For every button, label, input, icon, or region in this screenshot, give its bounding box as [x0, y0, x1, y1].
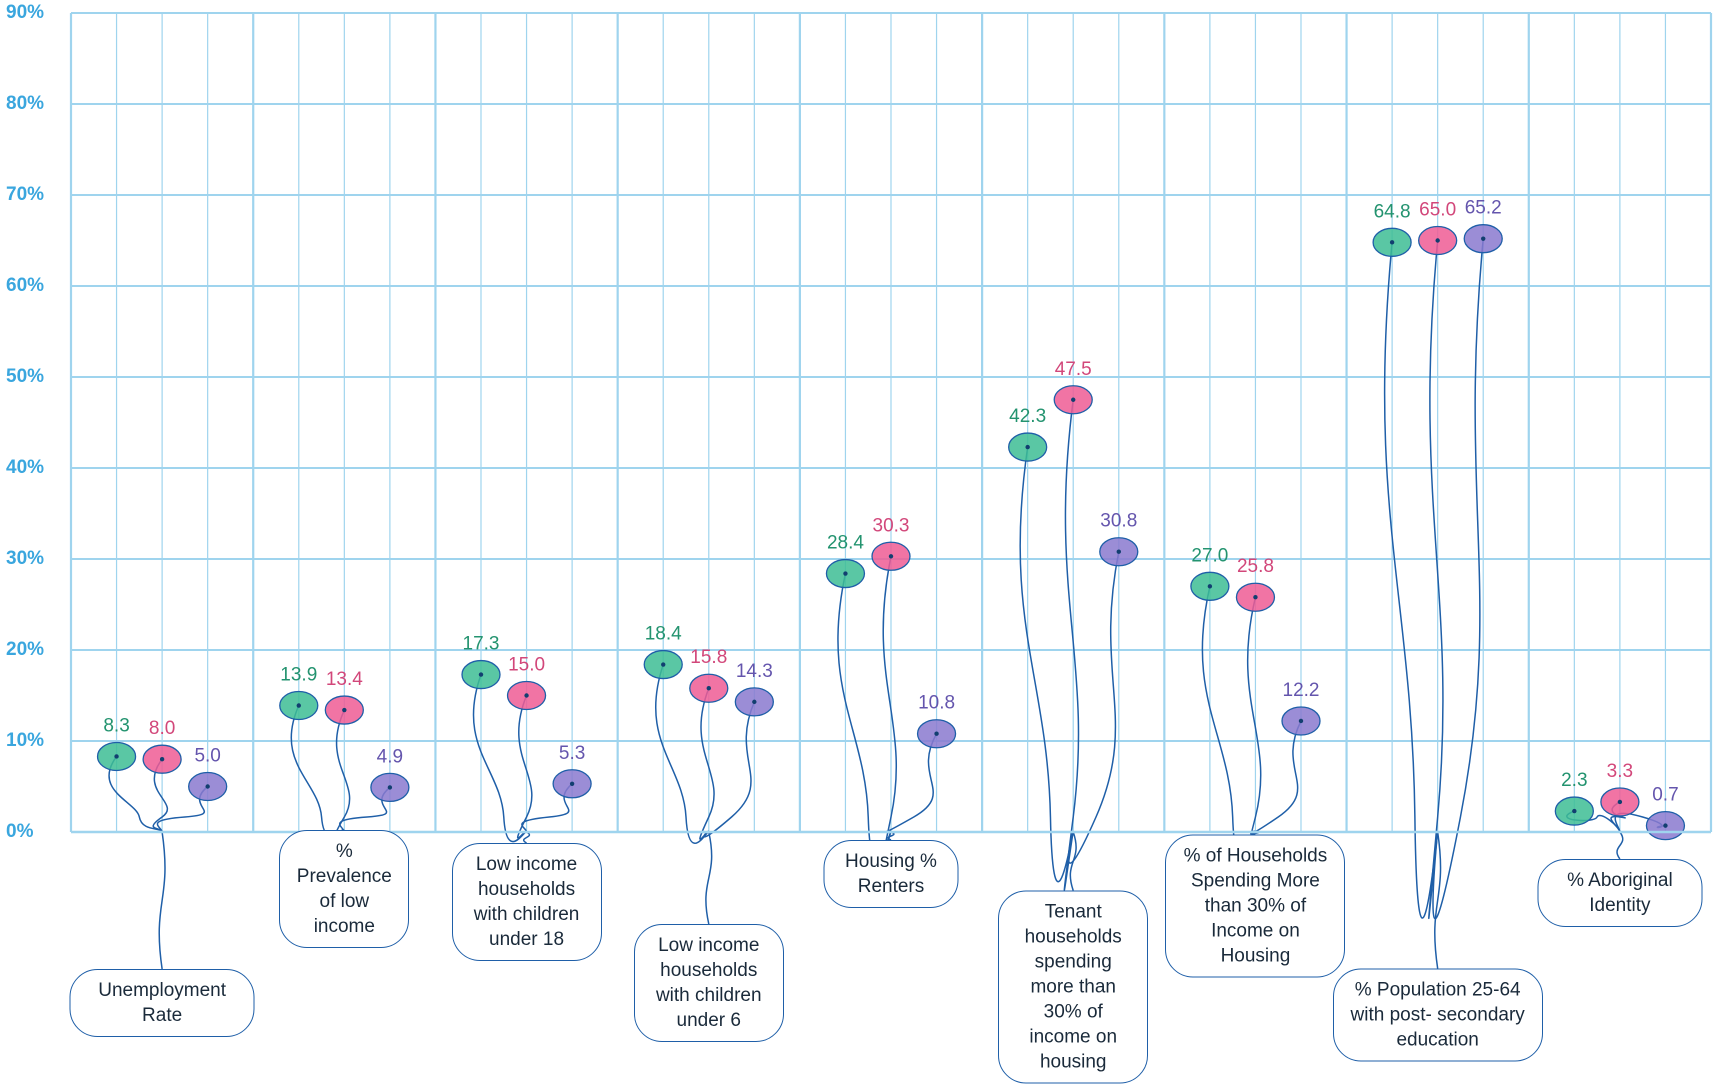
category-label: Tenant households spending more than 30%… [998, 890, 1149, 1084]
category-label: % Prevalence of low income [279, 830, 410, 948]
stem [472, 674, 528, 843]
value-label: 8.3 [103, 715, 129, 736]
marker-center [114, 754, 119, 759]
marker-center [661, 662, 666, 667]
stem [516, 695, 533, 839]
value-label: 25.8 [1237, 556, 1274, 577]
stem [1428, 240, 1444, 920]
marker-center [1116, 549, 1121, 554]
value-label: 3.3 [1607, 761, 1633, 782]
stem [1432, 238, 1484, 920]
marker-center [1481, 236, 1486, 241]
stems [108, 238, 1666, 970]
marker-center [1025, 444, 1030, 450]
stem [521, 783, 573, 833]
marker-center [342, 707, 347, 713]
marker-center [752, 699, 757, 705]
stem [156, 785, 209, 833]
category-label: % Population 25-64 with post- secondary … [1332, 968, 1543, 1062]
marker-center [159, 757, 165, 762]
marker-center [569, 781, 575, 786]
category-label: % Aboriginal Identity [1537, 859, 1703, 927]
stem [705, 831, 713, 925]
y-tick-label: 40% [6, 457, 44, 478]
stem [1067, 551, 1120, 864]
value-label: 17.3 [463, 634, 500, 655]
marker-center [1071, 397, 1076, 402]
category-label: Low income households with children unde… [633, 924, 784, 1042]
value-label: 18.4 [645, 624, 682, 645]
category-label: Low income households with children unde… [451, 843, 602, 961]
marker-center [888, 554, 894, 559]
stem [152, 758, 169, 833]
value-label: 27.0 [1191, 545, 1228, 566]
marker-center [1207, 584, 1213, 589]
y-tick-label: 80% [6, 93, 44, 114]
stem [339, 786, 391, 833]
marker-center [478, 672, 484, 677]
marker-center [1253, 595, 1258, 600]
marker-center [934, 731, 939, 736]
marker-center [387, 785, 393, 790]
category-label: % of Households Spending More than 30% o… [1165, 834, 1346, 978]
value-label: 5.0 [194, 746, 220, 767]
value-label: 64.8 [1374, 201, 1411, 222]
stem [881, 556, 898, 864]
value-label: 5.3 [559, 743, 585, 764]
value-label: 8.0 [149, 718, 175, 739]
value-label: 12.2 [1283, 680, 1320, 701]
value-label: 13.4 [326, 669, 363, 690]
y-tick-label: 30% [6, 548, 44, 569]
marker-center [1435, 238, 1440, 243]
value-label: 2.3 [1561, 770, 1587, 791]
value-label: 65.0 [1419, 200, 1456, 221]
y-tick-label: 20% [6, 639, 44, 660]
stem [885, 733, 938, 833]
value-label: 0.7 [1652, 785, 1678, 806]
marker-center [1298, 718, 1304, 724]
marker-center [706, 686, 711, 691]
value-label: 15.8 [690, 647, 727, 668]
stem [703, 701, 756, 838]
marker-center [205, 784, 210, 789]
y-tick-label: 10% [6, 730, 44, 751]
marks: 8.3 13.9 17.3 18.4 28.4 42.3 27.0 64.8 2.3 8.0 13.… [96, 198, 1686, 841]
y-tick-label: 0% [6, 821, 34, 842]
stem [334, 709, 351, 837]
y-tick-label: 70% [6, 184, 44, 205]
y-tick-label: 60% [6, 275, 44, 296]
value-label: 13.9 [280, 665, 317, 686]
stem [654, 664, 710, 844]
value-label: 28.4 [827, 533, 864, 554]
value-label: 65.2 [1465, 198, 1502, 219]
stem [1616, 831, 1624, 860]
marker-center [524, 693, 529, 698]
value-label: 30.3 [873, 515, 910, 536]
value-label: 4.9 [377, 746, 403, 767]
stem [1250, 720, 1302, 835]
stem [158, 831, 166, 970]
y-tick-label: 50% [6, 366, 44, 387]
marker-center [1389, 240, 1395, 245]
category-label: Unemployment Rate [69, 969, 255, 1037]
value-label: 15.0 [508, 655, 545, 676]
value-label: 42.3 [1009, 406, 1046, 427]
value-label: 30.8 [1100, 511, 1137, 532]
stem [1063, 399, 1080, 891]
marker-center [1663, 823, 1668, 828]
marker-center [1617, 799, 1623, 805]
marker-center [843, 571, 848, 576]
value-label: 10.8 [918, 693, 955, 714]
stem [1245, 597, 1262, 856]
value-label: 47.5 [1055, 359, 1092, 380]
value-label: 14.3 [736, 661, 773, 682]
stem [1434, 831, 1442, 969]
y-tick-label: 90% [6, 2, 44, 23]
marker-center [1572, 808, 1577, 814]
category-label: Housing % Renters [823, 840, 959, 908]
stem [699, 687, 715, 840]
marker-center [296, 703, 301, 708]
